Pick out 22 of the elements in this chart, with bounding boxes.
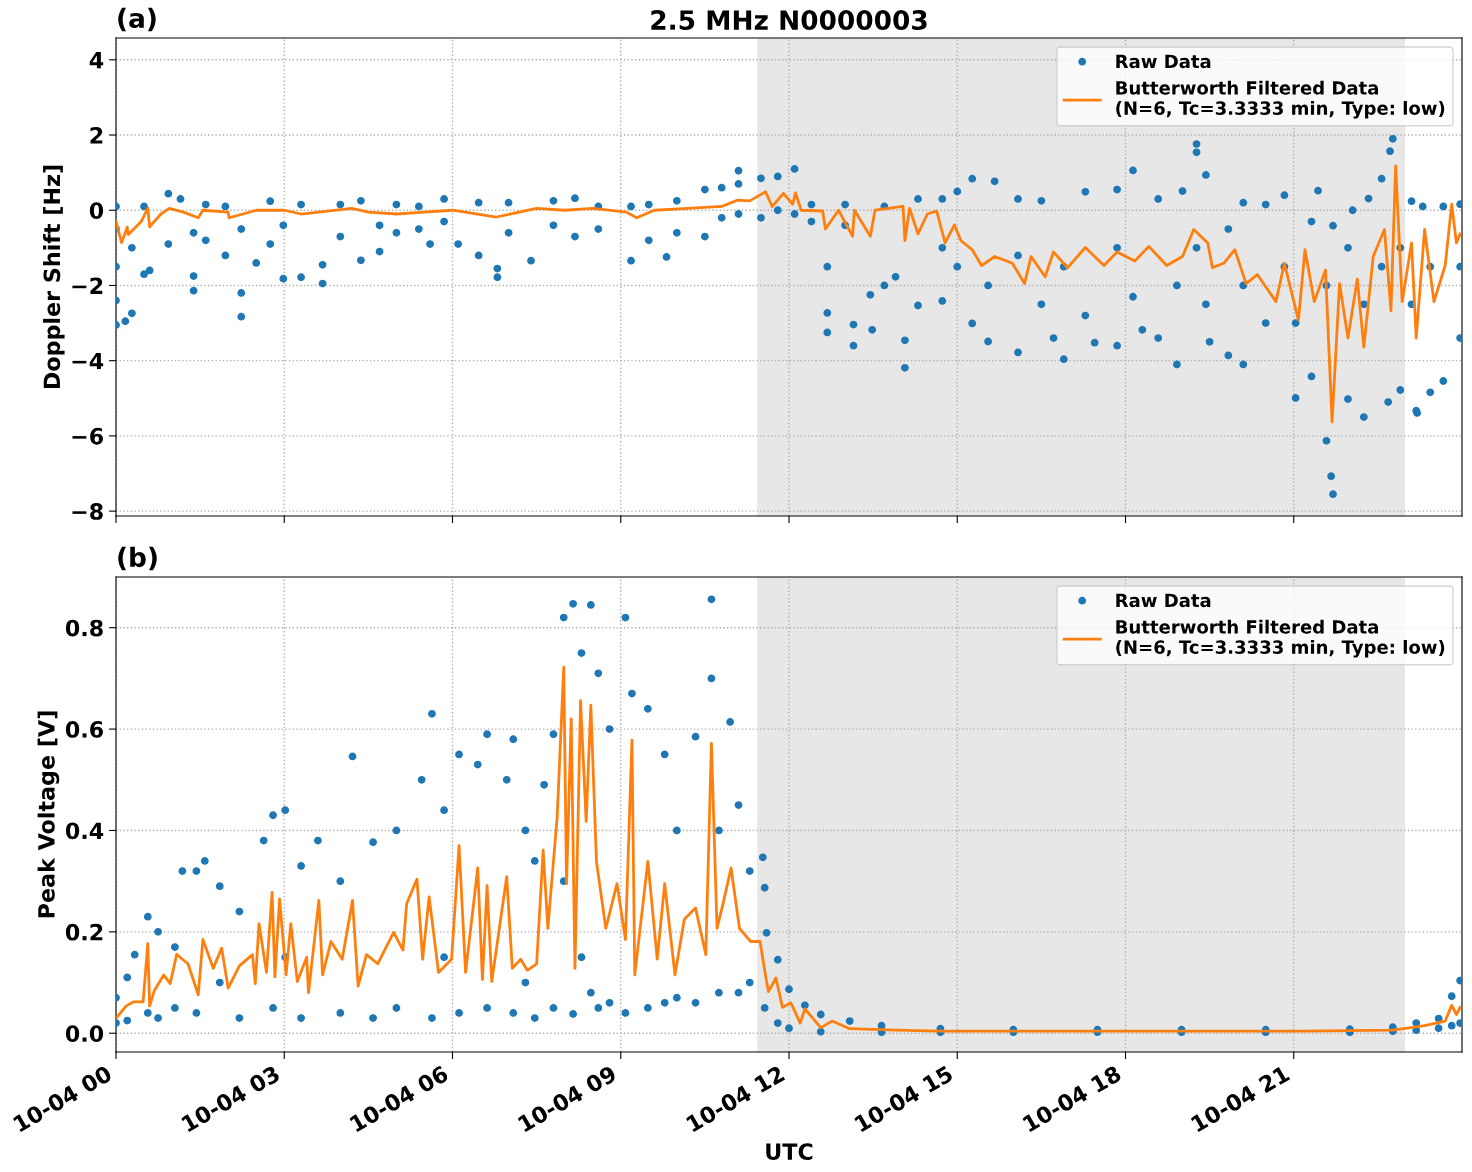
y-tick-label: −4 <box>72 352 104 370</box>
legend-label: Butterworth Filtered Data (N=6, Tc=3.3333 min, Type: low) <box>1116 619 1445 658</box>
x-axis-title: UTC <box>766 1143 813 1161</box>
y-tick-label: −8 <box>72 503 103 520</box>
y-tick-label: 0.2 <box>65 923 103 941</box>
legend-label: Butterworth Filtered Data (N=6, Tc=3.3333 min, Type: low) <box>1116 80 1445 119</box>
y-tick-label: 2 <box>90 126 103 144</box>
y-axis-title: Doppler Shift [Hz] <box>43 165 65 389</box>
y-tick-label: 0.0 <box>65 1025 104 1042</box>
text: (a) <box>118 7 156 32</box>
y-tick-label: −2 <box>72 277 103 294</box>
y-axis-title: Peak Voltage [V] <box>37 711 60 918</box>
text: (b) <box>118 546 157 571</box>
y-tick-label: 0.4 <box>65 822 104 840</box>
y-tick-label: 0.6 <box>65 721 103 738</box>
y-tick-label: 0.8 <box>65 619 103 637</box>
y-tick-label: 0 <box>89 202 104 219</box>
legend-label: Raw Data <box>1116 54 1211 69</box>
legend-label: Raw Data <box>1116 593 1211 608</box>
y-tick-label: 4 <box>89 52 104 69</box>
y-tick-label: −6 <box>72 427 103 445</box>
chart-title: 2.5 MHz N0000003 <box>651 10 927 31</box>
